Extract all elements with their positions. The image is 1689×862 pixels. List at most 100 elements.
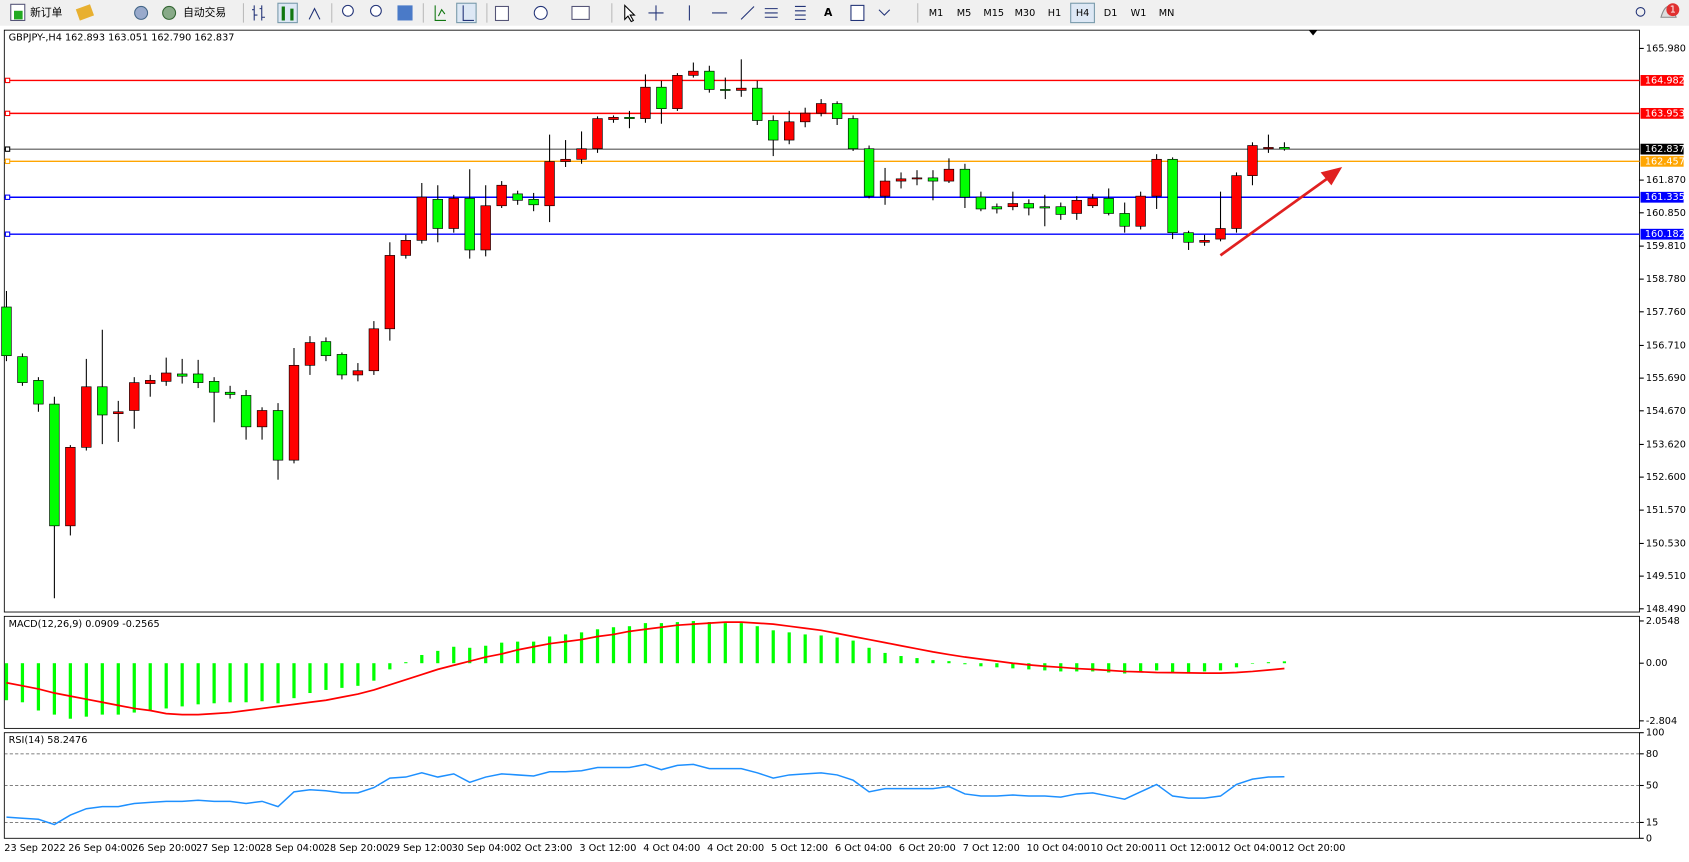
toolbar: 新订单 自动交易 A M1 M	[0, 0, 1689, 26]
y-tick-label: 152.600	[1646, 472, 1686, 483]
macd-bar	[851, 640, 855, 664]
timeframe-button[interactable]: H4	[1076, 8, 1089, 19]
candle-body	[927, 177, 939, 182]
y-tick-label: 0	[1646, 833, 1652, 844]
y-tick-label: 156.710	[1646, 340, 1686, 351]
timeframe-button[interactable]: H1	[1048, 8, 1061, 19]
new-order-button[interactable]: 新订单	[10, 3, 63, 22]
channel-button[interactable]	[764, 8, 778, 18]
indicators-button[interactable]	[494, 5, 509, 22]
candle-body	[1071, 199, 1082, 214]
timeframe-button[interactable]: MN	[1159, 8, 1175, 19]
macd-bar	[1027, 663, 1031, 670]
candle-body	[272, 410, 284, 461]
y-tick-label: 158.780	[1646, 274, 1686, 285]
tile-button[interactable]	[397, 5, 413, 21]
macd-bar	[1107, 663, 1111, 673]
search-button[interactable]	[1635, 7, 1646, 17]
label-tool-button[interactable]	[850, 4, 865, 22]
candle-body	[688, 70, 699, 76]
button-label: 新订单	[30, 6, 63, 19]
candle-body	[624, 116, 635, 119]
macd-bar	[1170, 663, 1175, 673]
candle-body	[224, 391, 236, 395]
level-label: 163.953	[1645, 108, 1685, 119]
timeframe-button[interactable]: M15	[983, 8, 1004, 19]
macd-bar	[532, 641, 536, 664]
y-tick-label: 161.870	[1646, 175, 1686, 186]
macd-bar	[340, 663, 344, 688]
icon-button[interactable]	[277, 2, 298, 24]
candle-body	[1055, 206, 1066, 215]
icon-button[interactable]	[456, 2, 477, 24]
macd-bar	[20, 663, 25, 703]
annotation-arrow	[1219, 174, 1333, 257]
cursor-button[interactable]	[624, 4, 636, 23]
macd-bar	[995, 663, 999, 668]
macd-bar	[579, 632, 584, 664]
candle-body	[1, 306, 12, 357]
candle-body	[672, 75, 683, 109]
candle-body	[208, 381, 220, 393]
candle-body	[975, 196, 987, 210]
macd-bar	[372, 663, 376, 681]
macd-bar	[915, 658, 919, 664]
macd-bar	[819, 635, 823, 664]
candle-body	[480, 205, 491, 251]
icon-button[interactable]	[252, 5, 265, 21]
x-tick-label: 5 Oct 12:00	[771, 843, 828, 854]
y-tick-label: 15	[1646, 817, 1658, 828]
crosshair-button[interactable]	[648, 5, 664, 21]
zoom-out-button[interactable]	[370, 4, 382, 17]
templates-button[interactable]	[571, 5, 590, 20]
y-tick-label: 148.490	[1646, 604, 1686, 615]
macd-bar	[1155, 663, 1159, 671]
x-tick-label: 4 Oct 20:00	[707, 843, 764, 854]
pane-frame	[3, 615, 1640, 729]
candle-body	[192, 373, 204, 383]
level-label: 161.335	[1645, 192, 1685, 203]
trendline-button[interactable]	[740, 6, 755, 20]
y-tick-label: 80	[1646, 749, 1658, 760]
candle-body	[129, 382, 140, 411]
candle-body	[448, 198, 459, 229]
timeframe-button[interactable]: W1	[1131, 8, 1147, 19]
fibo-button[interactable]	[794, 5, 806, 20]
candle-body	[608, 116, 619, 120]
macd-bar	[1250, 663, 1255, 664]
icon-button[interactable]	[308, 7, 321, 20]
macd-bar	[979, 663, 983, 667]
level-handle	[4, 77, 11, 84]
arrows-button[interactable]	[878, 9, 891, 16]
candle-body	[1039, 206, 1050, 209]
candle-body	[863, 148, 875, 197]
macd-bar	[452, 646, 456, 664]
text-tool-button[interactable]: A	[824, 6, 833, 19]
candle-body	[1215, 228, 1226, 240]
periods-button[interactable]	[533, 5, 548, 20]
macd-bar	[308, 663, 312, 694]
icon	[281, 6, 294, 21]
x-tick-label: 26 Sep 20:00	[132, 843, 197, 854]
macd-bar	[723, 623, 727, 664]
macd-bar	[228, 663, 232, 703]
macd-bar	[755, 626, 759, 664]
timeframe-button[interactable]: M5	[957, 8, 972, 19]
candle-body	[288, 364, 300, 461]
y-tick-label: 155.690	[1646, 373, 1686, 384]
timeframe-button[interactable]: M1	[929, 8, 944, 19]
timeframe-button[interactable]: D1	[1104, 8, 1118, 19]
macd-bar	[691, 621, 695, 664]
zoom-in-button[interactable]	[342, 4, 354, 17]
icon-button[interactable]	[434, 5, 446, 22]
candle-body	[416, 196, 427, 241]
icon-button[interactable]	[134, 5, 149, 20]
candle-body	[1119, 213, 1130, 227]
candle-body	[496, 184, 507, 207]
auto-trading-button[interactable]: 自动交易	[162, 5, 227, 20]
timeframe-button[interactable]: M30	[1015, 8, 1036, 19]
icon-button[interactable]	[75, 4, 95, 21]
candle-body	[1151, 158, 1162, 197]
macd-bar	[324, 663, 328, 690]
